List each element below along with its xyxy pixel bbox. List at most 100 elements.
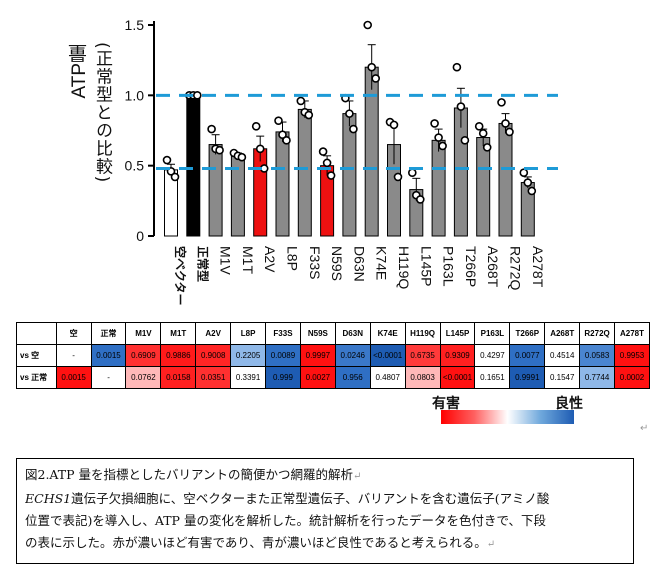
y-axis-title: ATP量 (正常型との比較) [58,38,118,248]
p-value-cell: 0.0803 [404,366,441,389]
x-tick-label: T266P [463,246,479,287]
column-header: T266P [509,322,546,345]
data-point [296,96,306,106]
x-tick-label: N59S [329,246,345,281]
x-tick-label: 正常型 [195,246,210,282]
data-point [207,124,216,134]
row-header: vs 正常 [16,366,57,389]
p-value-cell: 0.0015 [90,344,127,367]
p-value-cell: 0.0158 [160,366,197,389]
return-mark: ↵ [640,423,649,434]
data-point [304,110,314,120]
data-point [460,136,470,145]
p-value-cell: 0.4807 [369,366,406,389]
column-header: D63N [334,322,371,345]
p-value-cell: 0.999 [265,366,301,389]
atp-bar-chart: 0 0.5 1.0 1.5 空ベクター 正常型 M1V M1T A2V L8P F33S N59S D6… [125,17,558,306]
data-point [345,109,354,118]
p-value-cell: 0.1651 [474,366,511,389]
bar-A268T [476,137,491,237]
p-value-cell: 0.9886 [160,344,197,367]
table-row: vs 空 -0.0015 0.6909 0.9886 0.9008 0.2205 0.008… [16,344,650,367]
x-tick-label: K74E [374,246,390,280]
y-tick-label: 0 [136,228,144,244]
x-tick-label: H119Q [396,246,412,289]
data-point [278,130,287,140]
p-value-cell: <0.0001 [439,366,476,389]
p-value-cell: 0.0015 [55,366,92,389]
data-point [349,124,358,134]
caption-line-3: 位置で表記)を導入し、ATP 量の変化を解析した。統計解析を行ったデータを色付き… [25,513,546,528]
bar-A2V [253,148,268,237]
p-value-cell: 0.3391 [230,366,267,389]
p-value-cell: - [90,366,127,389]
data-point [434,133,443,142]
p-value-cell: 0.9008 [195,344,232,367]
data-point [251,121,261,131]
column-header: M1V [125,322,162,345]
column-header: A2V [195,322,232,345]
x-tick-label: 空ベクター [173,246,188,306]
bar-P163L [431,139,446,237]
x-tick-label: D63N [351,246,367,282]
x-tick-label: F33S [307,246,323,279]
table-corner [16,322,57,345]
data-point [415,195,425,204]
column-header: M1T [160,322,197,345]
data-point [482,143,492,152]
p-value-cell: 0.0027 [299,366,336,389]
data-point [318,147,328,156]
p-value-cell: 0.2205 [230,344,267,367]
color-scale-legend [441,410,574,424]
caption-title: 図2.ATP 量を指標としたバリアントの簡便かつ網羅的解析↵ [25,467,362,482]
p-value-cell: 0.9997 [299,344,336,367]
bar-F33S [297,108,312,237]
x-tick-label: A2V [262,246,278,273]
y-axis-sublabel: (正常型との比較) [92,42,112,184]
bar-K74E [364,66,379,237]
column-header: 正常 [90,322,127,345]
p-value-cell: 0.0089 [265,344,301,367]
p-value-cell: 0.0583 [579,344,616,367]
data-point [255,144,265,154]
x-tick-label: A268T [485,246,501,288]
bar-正常型 [186,94,201,237]
column-header: 空 [55,322,92,345]
p-value-cell: 0.0246 [334,344,371,367]
data-point [389,120,399,130]
x-tick-label: L145P [418,246,434,286]
caption-line-2: ECHS1遺伝子欠損細胞に、空ベクターまた正常型遺伝子、バリアントを含む遺伝子(… [25,491,550,506]
column-header: F33S [265,322,301,345]
column-header: L8P [230,322,267,345]
row-header: vs 空 [16,344,57,367]
data-point [162,155,172,165]
data-point [519,168,529,177]
x-tick-label: R272Q [508,246,524,290]
p-value-cell: 0.4297 [474,344,511,367]
column-header: L145P [439,322,476,345]
x-tick-label: M1T [240,246,256,274]
p-value-table: 空正常 M1V M1T A2V L8P F33S N59S D63N K74E H119Q L145… [16,322,650,389]
caption-gene: ECHS1 [25,491,72,506]
column-header: P163L [474,322,511,345]
data-point [527,186,537,196]
x-tick-label: P163L [441,246,457,287]
column-header: N59S [299,322,336,345]
data-point [523,178,533,187]
column-header: K74E [369,322,406,345]
p-value-cell: 0.0077 [509,344,546,367]
data-point [326,171,336,180]
column-header: A268T [544,322,581,345]
p-value-cell: 0.0762 [125,366,162,389]
legend-benign-label: 良性 [555,396,583,412]
data-point [170,172,180,182]
p-value-cell: 0.9953 [614,344,650,367]
p-value-cell: 0.9991 [509,366,546,389]
column-header: A278T [614,322,650,345]
data-point [474,121,484,131]
data-point [237,152,247,162]
y-tick-label: 1.0 [125,87,145,103]
data-point [438,141,447,151]
data-point [501,119,510,128]
x-tick-label: L8P [285,246,301,271]
